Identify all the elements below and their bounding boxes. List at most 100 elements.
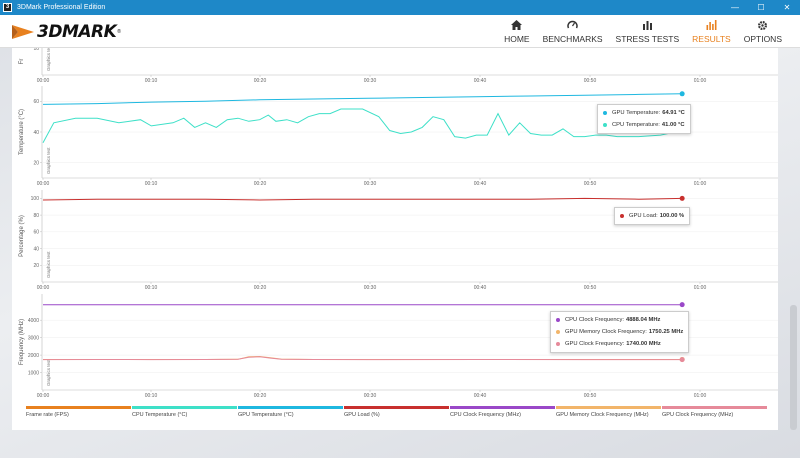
x-tick-label: 00:20 bbox=[254, 285, 267, 291]
legend-label: GPU Temperature (°C) bbox=[238, 412, 294, 418]
tooltip-value: 4888.04 MHz bbox=[625, 317, 661, 323]
nav-options-label: OPTIONS bbox=[743, 34, 782, 44]
gpu-load-tooltip: GPU Load: 100.00 % bbox=[614, 207, 691, 225]
graphics-test-label: Graphics test bbox=[46, 147, 51, 174]
x-tick-label: 00:40 bbox=[474, 393, 487, 399]
nav-stress-tests[interactable]: STRESS TESTS bbox=[616, 18, 679, 44]
y-tick-label: 40 bbox=[33, 130, 39, 136]
legend-color-bar bbox=[132, 406, 237, 409]
tooltip-value: 64.91 °C bbox=[662, 110, 685, 116]
legend-item[interactable]: CPU Clock Frequency (MHz) bbox=[450, 406, 555, 426]
legend-color-bar bbox=[556, 406, 661, 409]
y-tick-label: 60 bbox=[33, 99, 39, 105]
frequency-tooltip: CPU Clock Frequency: 4888.04 MHz GPU Memor… bbox=[550, 311, 690, 353]
chart-panel-0: 00:00 00:10 00:20 00:30 00:40 00:50 01:00 Fr Gra… bbox=[19, 48, 778, 84]
series-dot-icon bbox=[556, 330, 560, 334]
results-card: 00:00 00:10 00:20 00:30 00:40 00:50 01:00 Fr Gra… bbox=[12, 48, 778, 430]
series-line-0 bbox=[42, 93, 683, 105]
legend-color-bar bbox=[26, 406, 131, 409]
series-end-marker-2 bbox=[679, 357, 685, 363]
nav-results[interactable]: RESULTS bbox=[692, 18, 731, 44]
gear-icon bbox=[756, 18, 770, 32]
tooltip-label: GPU Load: bbox=[629, 213, 658, 219]
x-tick-label: 00:40 bbox=[474, 285, 487, 291]
x-tick-label: 00:10 bbox=[145, 285, 158, 291]
chart-legend: Frame rate (FPS) CPU Temperature (°C) GPU … bbox=[26, 406, 780, 426]
y-tick-label: 10 bbox=[33, 48, 39, 52]
y-axis-label: Temperature (°C) bbox=[19, 109, 25, 155]
logo-trademark: ® bbox=[117, 29, 121, 35]
legend-label: GPU Load (%) bbox=[344, 412, 380, 418]
legend-item[interactable]: GPU Clock Frequency (MHz) bbox=[662, 406, 767, 426]
maximize-button[interactable]: ☐ bbox=[757, 3, 765, 12]
x-tick-label: 00:10 bbox=[145, 78, 158, 84]
scrollbar[interactable] bbox=[790, 305, 797, 430]
legend-item[interactable]: CPU Temperature (°C) bbox=[132, 406, 237, 426]
series-dot-icon bbox=[620, 214, 624, 218]
tooltip-label: GPU Clock Frequency: bbox=[565, 341, 625, 347]
series-end-marker-0 bbox=[679, 195, 685, 201]
x-tick-label: 00:40 bbox=[474, 78, 487, 84]
x-tick-label: 00:00 bbox=[37, 78, 50, 84]
logo-text: 3DMARK bbox=[37, 22, 117, 42]
x-tick-label: 00:10 bbox=[145, 393, 158, 399]
tooltip-label: GPU Temperature: bbox=[612, 110, 661, 116]
nav-home-label: HOME bbox=[504, 34, 530, 44]
x-tick-label: 00:00 bbox=[37, 181, 50, 187]
nav-options[interactable]: OPTIONS bbox=[744, 18, 782, 44]
series-end-marker-0 bbox=[679, 91, 685, 97]
nav-benchmarks[interactable]: BENCHMARKS bbox=[543, 18, 603, 44]
minimize-button[interactable]: — bbox=[731, 3, 739, 12]
temperature-tooltip: GPU Temperature: 64.91 °C CPU Temperature:… bbox=[597, 104, 691, 134]
graphics-test-label: Graphics test bbox=[46, 251, 51, 278]
x-tick-label: 00:50 bbox=[584, 393, 597, 399]
x-tick-label: 00:40 bbox=[474, 181, 487, 187]
legend-label: CPU Clock Frequency (MHz) bbox=[450, 412, 521, 418]
nav-benchmarks-label: BENCHMARKS bbox=[542, 34, 603, 44]
legend-label: GPU Clock Frequency (MHz) bbox=[662, 412, 734, 418]
legend-item[interactable]: Frame rate (FPS) bbox=[26, 406, 131, 426]
series-line-1 bbox=[43, 355, 683, 360]
app-icon: 3 bbox=[3, 3, 12, 12]
x-tick-label: 00:30 bbox=[364, 285, 377, 291]
tooltip-row: GPU Temperature: 64.91 °C bbox=[603, 107, 685, 119]
legend-label: CPU Temperature (°C) bbox=[132, 412, 188, 418]
legend-label: GPU Memory Clock Frequency (MHz) bbox=[556, 412, 649, 418]
legend-item[interactable]: GPU Memory Clock Frequency (MHz) bbox=[556, 406, 661, 426]
legend-item[interactable]: GPU Load (%) bbox=[344, 406, 449, 426]
close-button[interactable]: ✕ bbox=[783, 3, 791, 12]
bar-chart-icon bbox=[640, 18, 654, 32]
x-tick-label: 00:00 bbox=[37, 285, 50, 291]
y-tick-label: 20 bbox=[33, 160, 39, 166]
x-tick-label: 00:50 bbox=[584, 181, 597, 187]
y-tick-label: 100 bbox=[31, 196, 40, 202]
tooltip-value: 1750.25 MHz bbox=[648, 329, 684, 335]
chart-panel-2: 00:00 00:10 00:20 00:30 00:40 00:50 01:00 Perce… bbox=[19, 190, 778, 291]
legend-color-bar bbox=[662, 406, 767, 409]
x-tick-label: 01:00 bbox=[694, 285, 707, 291]
legend-color-bar bbox=[344, 406, 449, 409]
y-axis-label: Percentage (%) bbox=[19, 215, 25, 257]
tooltip-label: CPU Clock Frequency: bbox=[565, 317, 624, 323]
y-tick-label: 20 bbox=[33, 263, 39, 269]
legend-color-bar bbox=[238, 406, 343, 409]
nav-home[interactable]: HOME bbox=[504, 18, 530, 44]
x-tick-label: 00:00 bbox=[37, 393, 50, 399]
speedometer-icon bbox=[566, 18, 580, 32]
y-tick-label: 80 bbox=[33, 213, 39, 219]
x-tick-label: 00:30 bbox=[364, 181, 377, 187]
series-line-2 bbox=[42, 356, 683, 361]
title-bar: 3 3DMark Professional Edition — ☐ ✕ bbox=[0, 0, 800, 15]
tooltip-row: GPU Clock Frequency: 1740.00 MHz bbox=[556, 338, 683, 350]
results-chart-icon bbox=[704, 18, 718, 32]
legend-item[interactable]: GPU Temperature (°C) bbox=[238, 406, 343, 426]
logo[interactable]: 3DMARK ® bbox=[12, 21, 121, 43]
series-dot-icon bbox=[556, 318, 560, 322]
x-tick-label: 01:00 bbox=[694, 181, 707, 187]
y-tick-label: 2000 bbox=[28, 353, 39, 359]
series-dot-icon bbox=[556, 342, 560, 346]
y-tick-label: 40 bbox=[33, 246, 39, 252]
series-line-0 bbox=[42, 197, 683, 201]
y-tick-label: 3000 bbox=[28, 335, 39, 341]
x-tick-label: 00:20 bbox=[254, 393, 267, 399]
